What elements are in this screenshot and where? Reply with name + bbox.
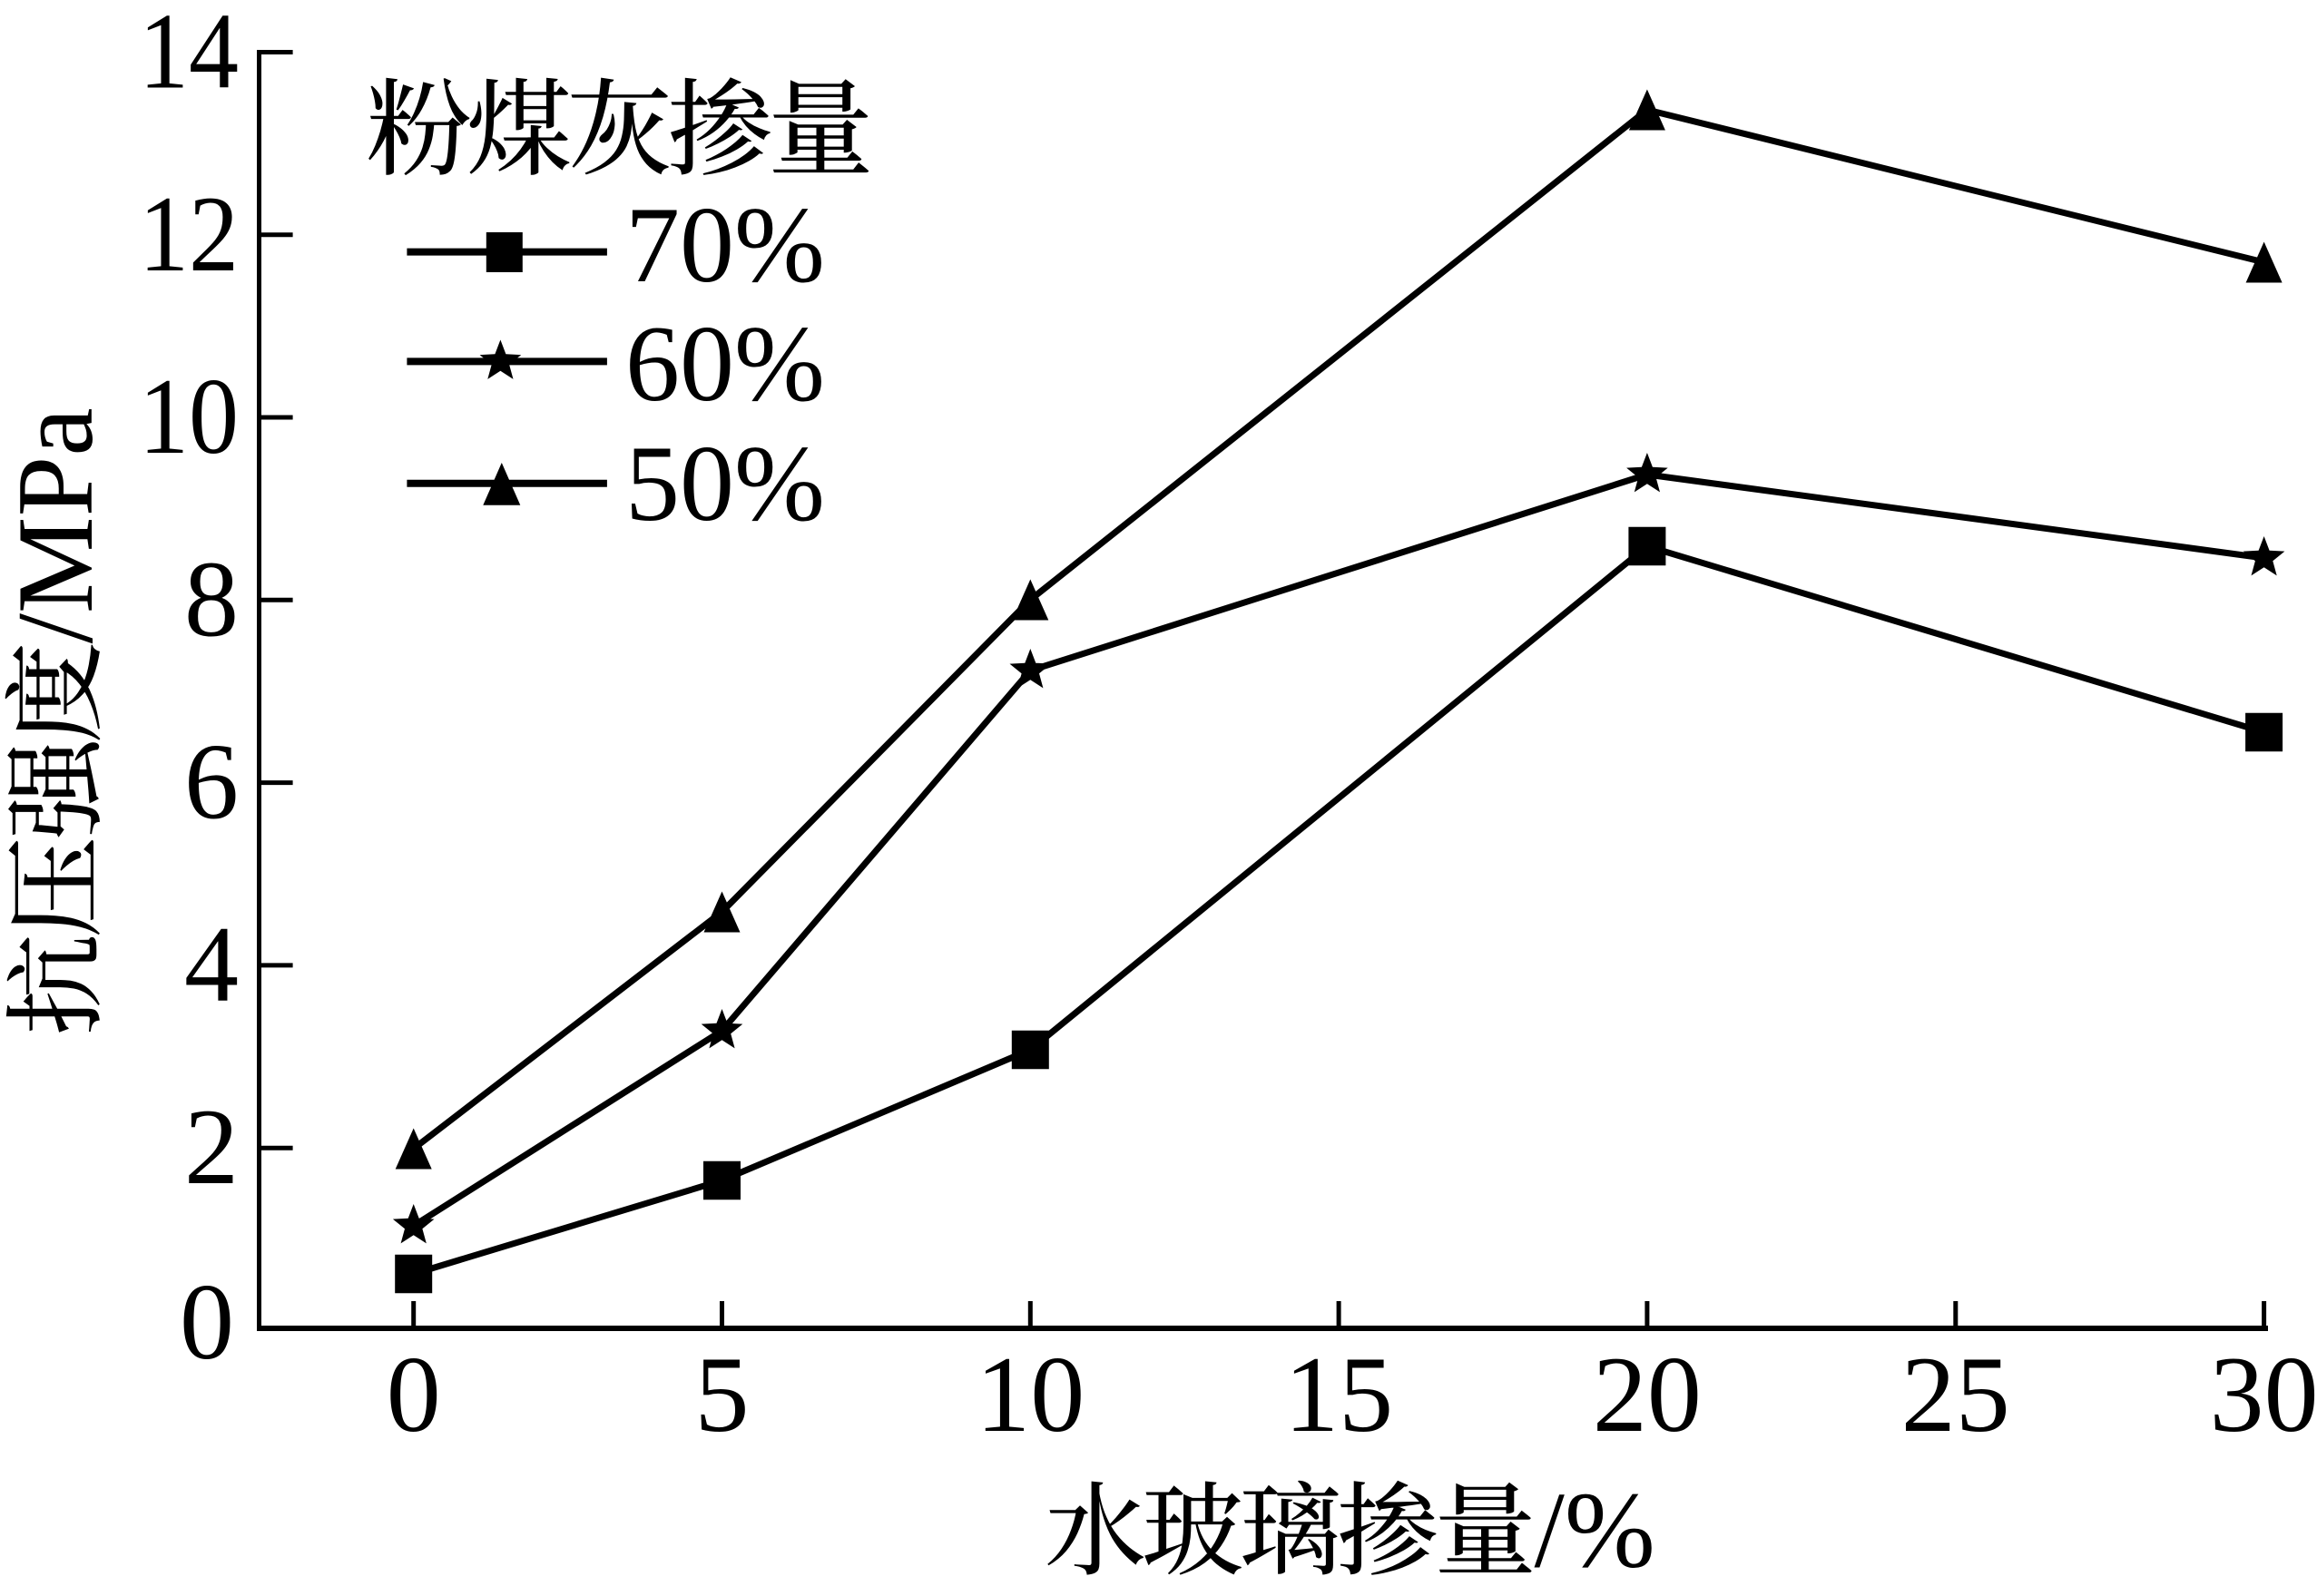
svg-text:2: 2 bbox=[184, 1086, 239, 1207]
svg-text:/%: /% bbox=[1535, 1470, 1655, 1591]
svg-text:50%: 50% bbox=[625, 423, 825, 543]
svg-text:14: 14 bbox=[139, 0, 239, 112]
svg-text:6: 6 bbox=[184, 721, 239, 842]
svg-text:12: 12 bbox=[139, 173, 239, 294]
svg-text:0: 0 bbox=[180, 1261, 234, 1382]
svg-text:4: 4 bbox=[184, 904, 239, 1024]
svg-text:30: 30 bbox=[2210, 1334, 2317, 1454]
svg-text:60%: 60% bbox=[625, 303, 825, 424]
svg-text:70%: 70% bbox=[625, 184, 825, 305]
svg-text:20: 20 bbox=[1593, 1334, 1702, 1454]
svg-text:0: 0 bbox=[387, 1334, 441, 1454]
svg-text:25: 25 bbox=[1901, 1334, 2010, 1454]
svg-text:15: 15 bbox=[1284, 1334, 1393, 1454]
svg-text:/MPa: /MPa bbox=[0, 407, 115, 643]
svg-text:8: 8 bbox=[184, 538, 239, 659]
svg-text:5: 5 bbox=[695, 1334, 750, 1454]
svg-text:10: 10 bbox=[976, 1334, 1085, 1454]
svg-text:10: 10 bbox=[139, 356, 239, 476]
